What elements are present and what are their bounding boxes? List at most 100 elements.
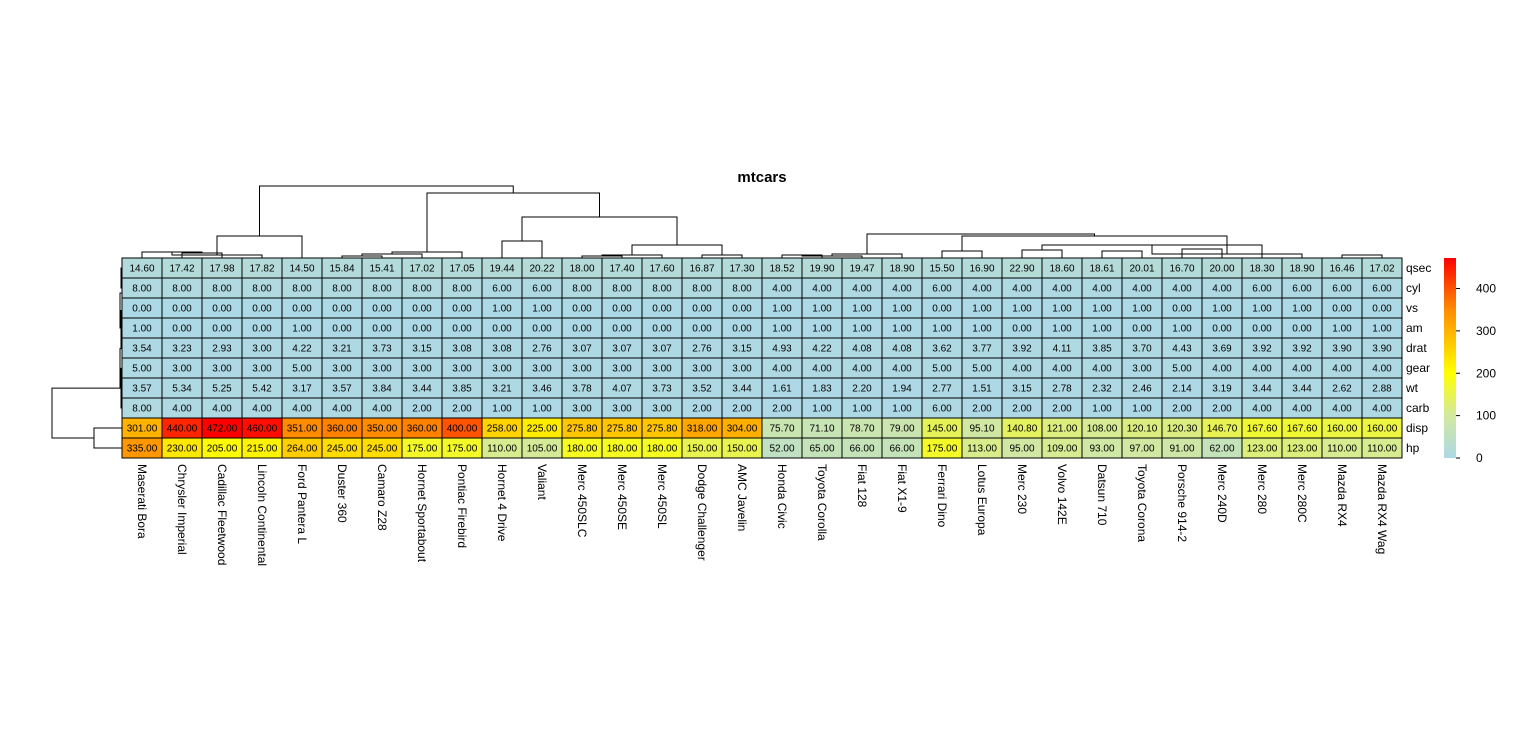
heatmap-cell-label: 4.00 xyxy=(212,404,232,415)
heatmap-cell-label: 3.78 xyxy=(572,384,592,395)
heatmap-cell-label: 4.00 xyxy=(1092,284,1112,295)
heatmap-cell-hp-mazda-rx4-wag xyxy=(1361,437,1403,459)
heatmap-cell-label: 4.00 xyxy=(852,284,872,295)
heatmap-cell-label: 301.00 xyxy=(127,424,158,435)
heatmap-cell-label: 6.00 xyxy=(532,284,552,295)
heatmap-cell-label: 3.00 xyxy=(732,364,752,375)
column-label-lotus-europa: Lotus Europa xyxy=(975,464,989,536)
heatmap-cell-label: 3.73 xyxy=(652,384,672,395)
heatmap-cell-label: 8.00 xyxy=(212,284,232,295)
heatmap-cell-label: 16.87 xyxy=(689,264,714,275)
heatmap-cell-label: 335.00 xyxy=(127,444,158,455)
heatmap-cell-label: 8.00 xyxy=(412,284,432,295)
heatmap-cell-label: 2.76 xyxy=(532,344,552,355)
heatmap-cell-label: 3.23 xyxy=(172,344,192,355)
heatmap-cell-label: 0.00 xyxy=(612,324,632,335)
heatmap-cell-label: 4.00 xyxy=(1052,284,1072,295)
heatmap-cell-label: 20.22 xyxy=(529,264,554,275)
column-dendrogram-branch xyxy=(521,216,678,245)
heatmap-cell-label: 3.00 xyxy=(532,364,552,375)
heatmap-cell-label: 0.00 xyxy=(732,324,752,335)
heatmap-cell-label: 1.83 xyxy=(812,384,832,395)
heatmap-cell-label: 66.00 xyxy=(889,444,914,455)
heatmap-cell-label: 1.00 xyxy=(852,404,872,415)
heatmap-cell-label: 2.00 xyxy=(692,404,712,415)
heatmap-cell-label: 0.00 xyxy=(1132,324,1152,335)
column-label-valiant: Valiant xyxy=(535,464,549,500)
column-labels: Maserati Bora Chrysler Imperial Cadillac F… xyxy=(135,464,1389,566)
heatmap-cell-label: 4.07 xyxy=(612,384,632,395)
heatmap-cell-label: 2.00 xyxy=(772,404,792,415)
heatmap-cell-label: 4.00 xyxy=(1012,284,1032,295)
heatmap-cell-label: 14.50 xyxy=(289,264,314,275)
heatmap-cell-label: 5.00 xyxy=(292,364,312,375)
heatmap-cell-label: 17.98 xyxy=(209,264,234,275)
heatmap-cell-label: 4.00 xyxy=(772,364,792,375)
heatmap-cell-label: 3.00 xyxy=(252,344,272,355)
heatmap-cell-label: 2.00 xyxy=(972,404,992,415)
heatmap-cell-label: 8.00 xyxy=(332,284,352,295)
heatmap-cell-label: 5.00 xyxy=(132,364,152,375)
heatmap-cell-label: 3.00 xyxy=(452,364,472,375)
heatmap-cell-label: 2.62 xyxy=(1332,384,1352,395)
heatmap-cell-label: 4.08 xyxy=(852,344,872,355)
heatmap-cell-label: 0.00 xyxy=(372,304,392,315)
heatmap-cell-label: 8.00 xyxy=(292,284,312,295)
heatmap-cell-labels: 14.60 17.42 17.98 17.82 14.50 15.84 15.41 17.02… xyxy=(127,264,1398,455)
heatmap-cell-label: 4.00 xyxy=(292,404,312,415)
heatmap-cell-label: 3.00 xyxy=(572,364,592,375)
heatmap-cell-label: 65.00 xyxy=(809,444,834,455)
heatmap-cell-label: 180.00 xyxy=(647,444,678,455)
heatmap-cell-label: 17.05 xyxy=(449,264,474,275)
heatmap-cell-label: 360.00 xyxy=(327,424,358,435)
heatmap-cell-label: 1.00 xyxy=(972,304,992,315)
heatmap-cell-label: 3.00 xyxy=(612,404,632,415)
color-legend-bar xyxy=(1444,258,1456,458)
column-dendrogram-branch xyxy=(866,233,1095,254)
heatmap-cell-label: 1.00 xyxy=(132,324,152,335)
heatmap-cell-label: 6.00 xyxy=(932,404,952,415)
heatmap-cell-label: 1.00 xyxy=(292,324,312,335)
heatmap-cell-label: 3.44 xyxy=(732,384,752,395)
heatmap-cell-label: 19.90 xyxy=(809,264,834,275)
heatmap-cell-label: 18.90 xyxy=(1289,264,1314,275)
column-label-merc-450slc: Merc 450SLC xyxy=(575,464,589,538)
heatmap-cell-label: 275.80 xyxy=(607,424,638,435)
column-dendrogram-branch xyxy=(426,192,600,252)
heatmap-cell-label: 8.00 xyxy=(572,284,592,295)
column-label-pontiac-firebird: Pontiac Firebird xyxy=(455,464,469,548)
heatmap-cell-label: 19.44 xyxy=(489,264,514,275)
heatmap-cell-label: 3.69 xyxy=(1212,344,1232,355)
column-label-hornet-4-drive: Hornet 4 Drive xyxy=(495,464,509,542)
heatmap-cell-label: 1.00 xyxy=(1092,304,1112,315)
heatmap-cell-label: 1.00 xyxy=(1012,304,1032,315)
column-label-cadillac-fleetwood: Cadillac Fleetwood xyxy=(215,464,229,565)
heatmap-cell-label: 18.90 xyxy=(889,264,914,275)
heatmap-cell-label: 1.00 xyxy=(812,404,832,415)
heatmap-cell-label: 175.00 xyxy=(927,444,958,455)
heatmap-cell-label: 4.00 xyxy=(252,404,272,415)
heatmap-cell-label: 18.60 xyxy=(1049,264,1074,275)
heatmap-cell-label: 3.00 xyxy=(332,364,352,375)
heatmap-cell-label: 0.00 xyxy=(612,304,632,315)
heatmap-cell-label: 3.08 xyxy=(492,344,512,355)
heatmap-cell-label: 5.42 xyxy=(252,384,272,395)
heatmap-cell-label: 18.52 xyxy=(769,264,794,275)
heatmap-cell-label: 4.00 xyxy=(1012,364,1032,375)
heatmap-cell-label: 5.00 xyxy=(932,364,952,375)
heatmap-cell-label: 1.00 xyxy=(1092,404,1112,415)
heatmap-cell-label: 145.00 xyxy=(927,424,958,435)
column-label-ford-pantera-l: Ford Pantera L xyxy=(295,464,309,544)
heatmap-cell-label: 0.00 xyxy=(412,324,432,335)
heatmap-cell-label: 3.92 xyxy=(1292,344,1312,355)
column-dendrogram-branch xyxy=(631,244,723,255)
heatmap-cell-label: 105.00 xyxy=(527,444,558,455)
heatmap-cell-label: 79.00 xyxy=(889,424,914,435)
heatmap-cell-label: 3.07 xyxy=(572,344,592,355)
legend-tick-label: 400 xyxy=(1476,282,1496,296)
heatmap-cell-label: 1.00 xyxy=(1092,324,1112,335)
heatmap-cell-label: 4.00 xyxy=(332,404,352,415)
heatmap-cell-label: 304.00 xyxy=(727,424,758,435)
heatmap-cell-label: 17.02 xyxy=(1369,264,1394,275)
heatmap-cell-label: 8.00 xyxy=(692,284,712,295)
